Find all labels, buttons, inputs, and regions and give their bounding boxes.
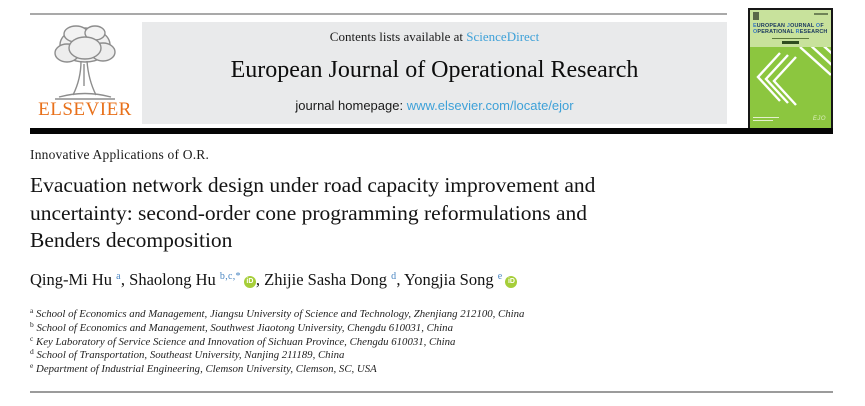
article-title: Evacuation network design under road cap… <box>30 173 596 252</box>
affiliation-list: a School of Economics and Management, Ji… <box>30 306 810 377</box>
homepage-line: journal homepage: www.elsevier.com/locat… <box>142 98 727 113</box>
affiliation: e Department of Industrial Engineering, … <box>30 361 810 377</box>
header-divider-bar <box>30 128 833 134</box>
author-affiliation-ref[interactable]: e <box>497 271 503 282</box>
top-rule <box>30 13 727 15</box>
affiliation-text: School of Transportation, Southeast Univ… <box>33 349 345 362</box>
affiliation-text: Key Laboratory of Service Science and In… <box>33 335 456 348</box>
affiliation-sup: e <box>30 361 34 371</box>
affiliation-text: School of Economics and Management, Jian… <box>33 308 525 320</box>
affiliation-text: School of Economics and Management, Sout… <box>33 321 453 334</box>
cover-artwork: EJO <box>750 47 831 126</box>
author-affiliation-ref[interactable]: d <box>391 271 397 282</box>
cover-top-band: EUROPEAN JOURNAL OF OPERATIONAL RESEARCH <box>750 10 831 47</box>
cover-footer-text2 <box>753 120 773 121</box>
author-name: Qing-Mi Hu <box>30 270 113 289</box>
homepage-prefix: journal homepage: <box>295 98 407 113</box>
journal-header-box: Contents lists available at ScienceDirec… <box>142 22 727 124</box>
cover-elsevier-mark-icon <box>753 12 759 20</box>
affiliation-sup: c <box>30 333 34 343</box>
affiliation-sup: b <box>30 319 34 329</box>
author: Qing-Mi Hu a <box>30 270 121 289</box>
bottom-rule <box>30 391 833 393</box>
author-list: Qing-Mi Hu a, Shaolong Hu b,c,* iD, Zhiji… <box>30 270 810 290</box>
author: Yongjia Song e iD <box>404 270 518 289</box>
sciencedirect-link[interactable]: ScienceDirect <box>466 29 540 44</box>
cover-journal-title: EUROPEAN JOURNAL OF OPERATIONAL RESEARCH <box>753 23 828 35</box>
cover-footer-text <box>753 117 779 118</box>
cover-issue-text <box>814 13 828 15</box>
author-name: Zhijie Sasha Dong <box>264 270 387 289</box>
affiliation: b School of Economics and Management, So… <box>30 319 810 336</box>
affiliation-sup: a <box>30 306 34 315</box>
journal-title: European Journal of Operational Research <box>230 57 639 83</box>
cover-ejor-logo: EJO <box>812 116 826 122</box>
cover-subtitle-bar <box>772 38 809 39</box>
cover-chevron-pattern-icon <box>750 47 831 126</box>
elsevier-logo: ELSEVIER <box>28 20 142 124</box>
contents-line: Contents lists available at ScienceDirec… <box>142 22 727 45</box>
contents-prefix: Contents lists available at <box>329 29 467 44</box>
author: Zhijie Sasha Dong d <box>264 270 396 289</box>
affiliation-sup: d <box>30 347 34 357</box>
orcid-icon[interactable]: iD <box>243 276 256 288</box>
affiliation-text: Department of Industrial Engineering, Cl… <box>33 363 377 376</box>
section-label: Innovative Applications of O.R. <box>30 147 210 162</box>
affiliation: d School of Transportation, Southeast Un… <box>30 347 810 363</box>
cover-subtitle-word <box>782 41 799 44</box>
journal-cover-thumbnail: EUROPEAN JOURNAL OF OPERATIONAL RESEARCH <box>748 8 833 130</box>
homepage-url-link[interactable]: www.elsevier.com/locate/ejor <box>406 98 574 113</box>
affiliation: a School of Economics and Management, Ji… <box>30 306 810 322</box>
orcid-icon[interactable]: iD <box>505 276 518 288</box>
author: Shaolong Hu b,c,* iD <box>129 270 256 289</box>
elsevier-wordmark: ELSEVIER <box>38 99 132 120</box>
affiliation: c Key Laboratory of Service Science and … <box>30 333 810 350</box>
author-affiliation-ref[interactable]: b,c,* <box>219 271 241 282</box>
elsevier-tree-icon <box>28 20 142 102</box>
author-affiliation-ref[interactable]: a <box>116 271 121 282</box>
author-name: Shaolong Hu <box>129 270 216 289</box>
author-name: Yongjia Song <box>404 270 494 289</box>
